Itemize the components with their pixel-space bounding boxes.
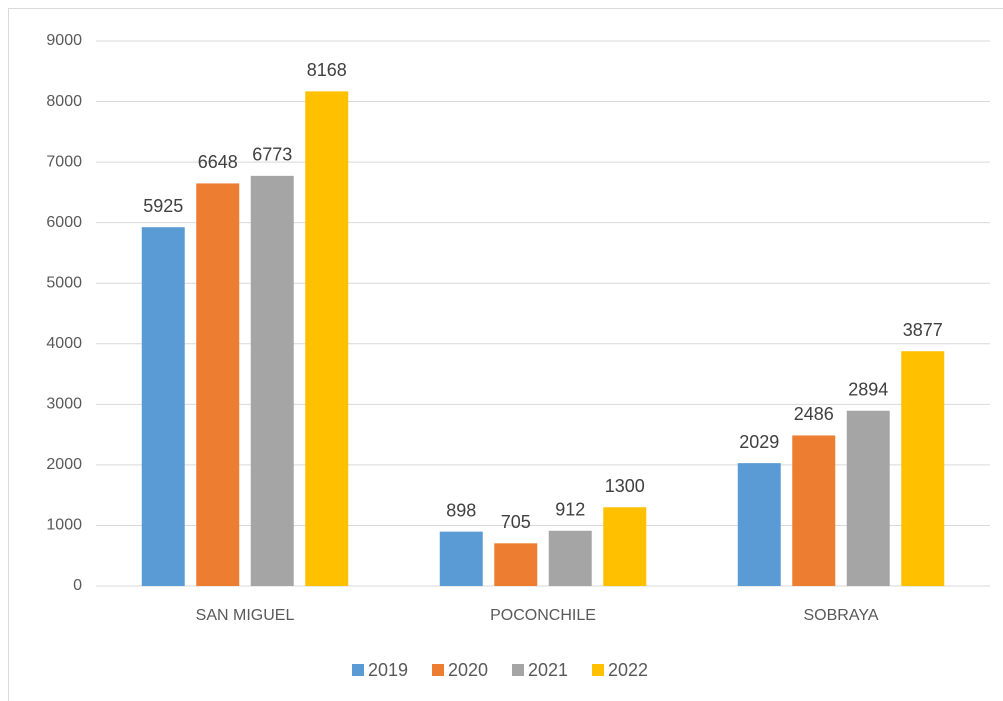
y-tick-label: 0 bbox=[73, 577, 82, 594]
legend-swatch bbox=[432, 664, 444, 676]
data-label: 898 bbox=[446, 500, 476, 520]
bar bbox=[792, 435, 836, 586]
data-label: 2029 bbox=[739, 432, 779, 452]
x-tick-label: SOBRAYA bbox=[804, 607, 879, 624]
data-label: 6773 bbox=[252, 145, 292, 165]
y-tick-label: 9000 bbox=[46, 32, 82, 49]
legend-label: 2021 bbox=[528, 660, 568, 680]
bar bbox=[548, 530, 592, 586]
bar bbox=[305, 91, 349, 586]
y-tick-label: 3000 bbox=[46, 396, 82, 413]
legend-swatch bbox=[512, 664, 524, 676]
data-label: 1300 bbox=[605, 476, 645, 496]
y-tick-label: 6000 bbox=[46, 214, 82, 231]
bar bbox=[846, 410, 890, 586]
bar bbox=[250, 175, 294, 586]
bar bbox=[901, 351, 945, 586]
data-label: 2486 bbox=[794, 404, 834, 424]
data-label: 6648 bbox=[198, 152, 238, 172]
legend-swatch bbox=[352, 664, 364, 676]
x-tick-label: SAN MIGUEL bbox=[196, 607, 295, 624]
y-tick-label: 7000 bbox=[46, 153, 82, 170]
bar bbox=[737, 463, 781, 586]
data-label: 912 bbox=[555, 500, 585, 520]
bar bbox=[603, 507, 647, 586]
legend-swatch bbox=[592, 664, 604, 676]
y-tick-label: 8000 bbox=[46, 93, 82, 110]
bar bbox=[494, 543, 538, 586]
legend-label: 2020 bbox=[448, 660, 488, 680]
x-tick-label: POCONCHILE bbox=[490, 607, 596, 624]
y-tick-label: 1000 bbox=[46, 517, 82, 534]
y-tick-label: 2000 bbox=[46, 456, 82, 473]
bar bbox=[196, 183, 240, 586]
y-tick-label: 5000 bbox=[46, 274, 82, 291]
bar bbox=[141, 227, 185, 587]
y-tick-label: 4000 bbox=[46, 335, 82, 352]
data-label: 3877 bbox=[903, 320, 943, 340]
data-label: 8168 bbox=[307, 60, 347, 80]
bar bbox=[439, 531, 483, 586]
data-label: 5925 bbox=[143, 196, 183, 216]
data-label: 705 bbox=[501, 512, 531, 532]
legend-label: 2019 bbox=[368, 660, 408, 680]
legend-label: 2022 bbox=[608, 660, 648, 680]
data-label: 2894 bbox=[848, 380, 888, 400]
